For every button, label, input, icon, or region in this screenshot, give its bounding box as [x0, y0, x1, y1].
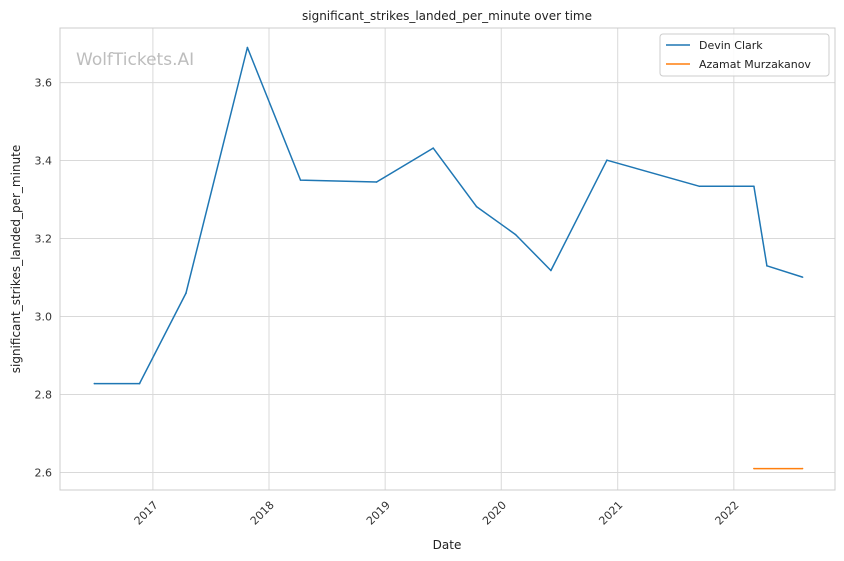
data-point-devin-clark: [514, 233, 517, 236]
watermark: WolfTickets.AI: [76, 50, 194, 70]
data-point-devin-clark: [185, 292, 187, 294]
data-point-devin-clark: [766, 265, 768, 267]
data-point-devin-clark: [753, 185, 755, 188]
series-layer: [93, 46, 804, 470]
data-point-devin-clark: [475, 205, 478, 208]
chart-title: significant_strikes_landed_per_minute ov…: [302, 9, 592, 23]
y-tick-label: 3.2: [35, 233, 53, 246]
data-point-devin-clark: [801, 276, 804, 278]
data-point-devin-clark: [550, 269, 552, 272]
data-point-devin-clark: [606, 159, 608, 161]
data-point-devin-clark: [375, 181, 378, 183]
data-point-devin-clark: [698, 185, 701, 188]
data-point-azamat-murzakanov: [753, 467, 755, 470]
data-point-devin-clark: [93, 382, 96, 385]
y-axis-title: significant_strikes_landed_per_minute: [9, 145, 23, 374]
y-tick-label: 3.0: [35, 311, 53, 324]
data-point-devin-clark: [246, 46, 249, 49]
data-point-azamat-murzakanov: [801, 467, 804, 470]
y-tick-label: 2.8: [35, 388, 53, 401]
y-tick-label: 3.6: [35, 77, 53, 90]
legend: Devin Clark Azamat Murzakanov: [659, 33, 830, 77]
gridlines: [60, 28, 835, 490]
y-axis-ticks: 2.6 2.8 3.0 3.2 3.4 3.6: [35, 77, 53, 480]
data-point-devin-clark: [299, 179, 302, 181]
y-tick-label: 3.4: [35, 155, 53, 168]
data-point-devin-clark: [138, 382, 141, 385]
plot-frame: [59, 27, 836, 491]
legend-box: [659, 33, 830, 77]
x-axis-title: Date: [433, 538, 462, 552]
data-point-devin-clark: [432, 147, 434, 149]
legend-label-devin-clark: Devin Clark: [699, 39, 763, 52]
legend-label-azamat-murzakanov: Azamat Murzakanov: [699, 58, 811, 71]
y-tick-label: 2.6: [35, 466, 53, 479]
